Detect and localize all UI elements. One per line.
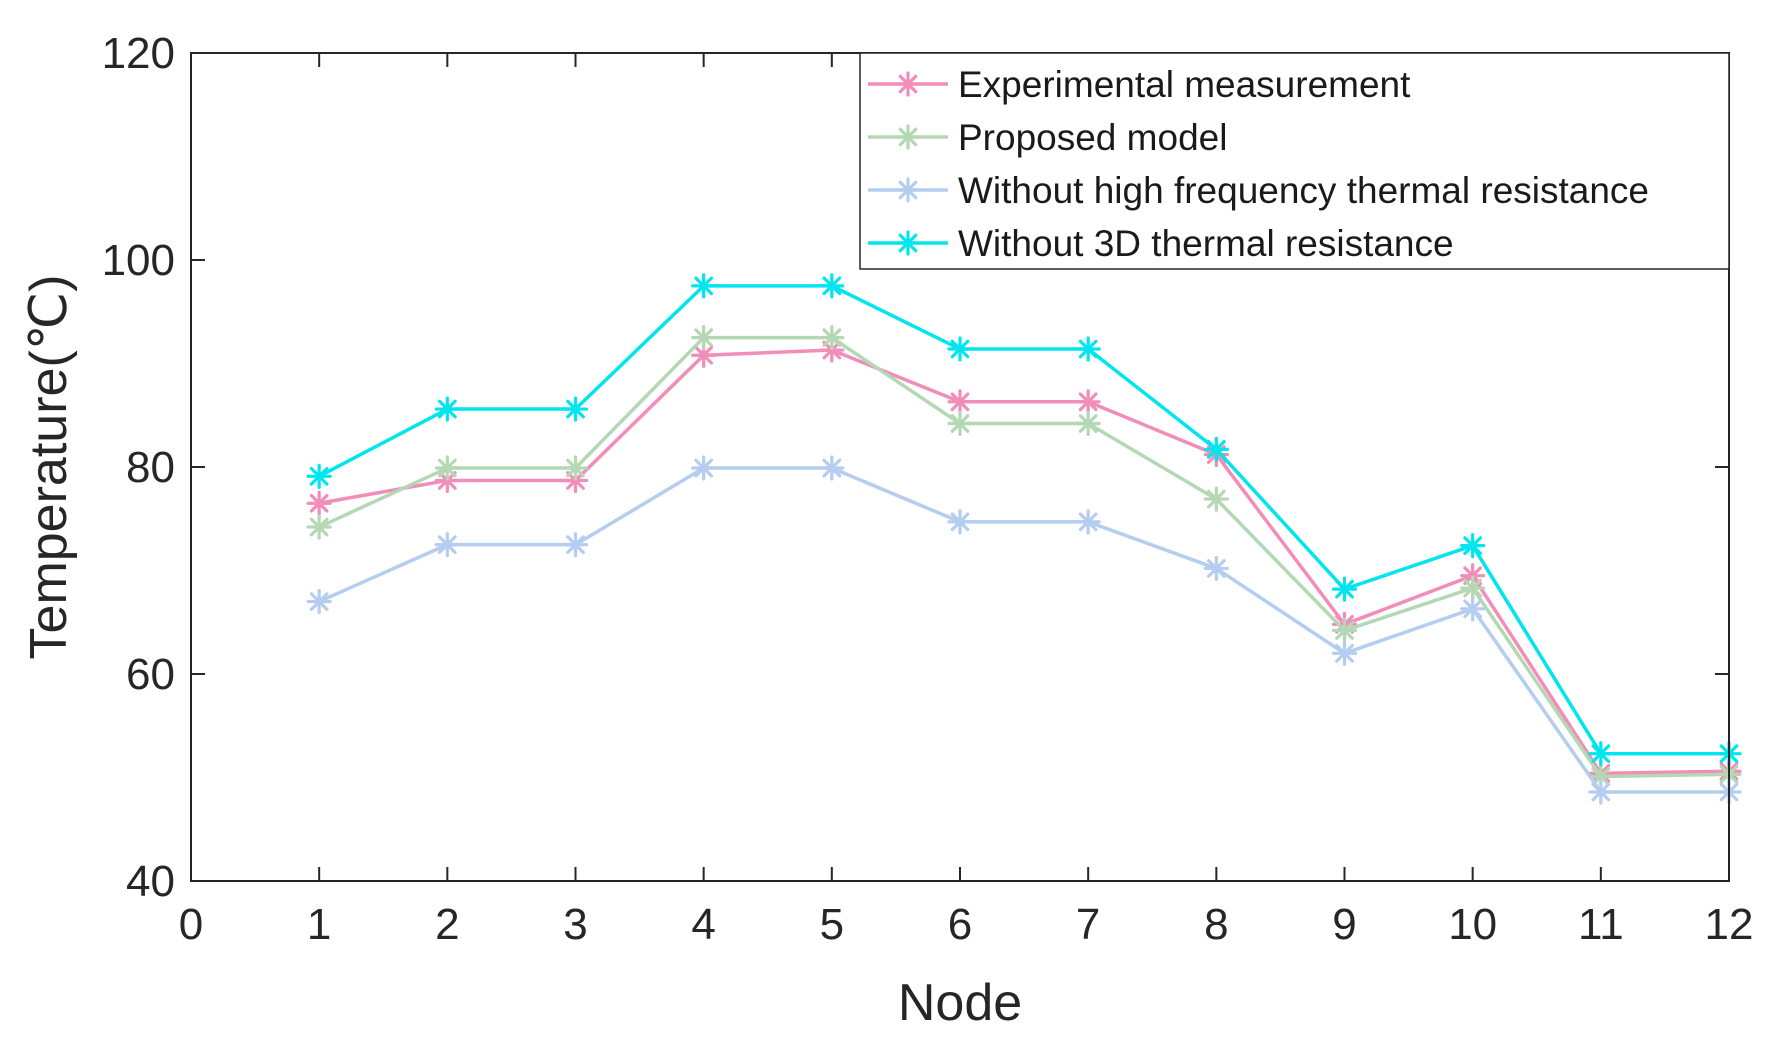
legend-box: [859, 52, 1730, 270]
data-point: [434, 396, 460, 422]
data-point: [306, 463, 332, 489]
data-point: [306, 514, 332, 540]
data-point: [947, 336, 973, 362]
legend: Experimental measurement Proposed model Wi…: [859, 52, 1730, 270]
data-point: [691, 273, 717, 299]
data-point: [819, 273, 845, 299]
legend-marker: [895, 230, 921, 256]
data-point: [1588, 779, 1614, 805]
x-tick-label: 8: [1204, 900, 1228, 949]
data-point: [947, 389, 973, 415]
legend-item: Without high frequency thermal resistanc…: [868, 170, 1649, 211]
data-point: [819, 325, 845, 351]
data-point: [562, 455, 589, 481]
legend-marker: [895, 177, 921, 203]
data-point: [1588, 741, 1614, 767]
data-point: [434, 455, 460, 481]
series-2: [306, 325, 1742, 790]
data-point: [434, 532, 460, 558]
data-point: [306, 588, 332, 615]
data-point: [1460, 533, 1486, 559]
x-tick-label: 0: [179, 900, 203, 949]
legend-marker: [895, 124, 921, 150]
series-line: [318, 348, 1730, 776]
y-tick-label: 100: [102, 236, 175, 285]
data-point: [1075, 509, 1101, 535]
series-line: [318, 335, 1730, 779]
y-tick-label: 80: [126, 443, 175, 492]
data-point: [1203, 486, 1229, 512]
data-point: [1331, 617, 1358, 644]
data-point: [1331, 640, 1358, 666]
x-tick-label: 4: [691, 900, 715, 949]
data-point: [1075, 336, 1101, 362]
data-point: [1331, 576, 1358, 602]
data-point: [1460, 596, 1486, 622]
x-tick-label: 10: [1448, 900, 1497, 949]
data-point: [947, 509, 973, 535]
x-tick-label: 2: [435, 900, 459, 949]
x-axis-title: Node: [898, 974, 1022, 1032]
legend-label: Experimental measurement: [958, 64, 1411, 105]
x-tick-label: 6: [948, 900, 972, 949]
series-4: [306, 273, 1742, 767]
series-layer: [306, 273, 1742, 805]
x-tick-label: 11: [1578, 900, 1624, 949]
data-point: [562, 532, 589, 558]
data-point: [1075, 410, 1101, 437]
data-point: [819, 455, 845, 481]
x-tick-label: 7: [1076, 900, 1100, 949]
x-tick-label: 5: [820, 900, 844, 949]
legend-label: Proposed model: [958, 117, 1227, 158]
series-line: [318, 466, 1729, 794]
data-point: [947, 410, 973, 437]
data-point: [1203, 436, 1229, 463]
data-point: [1075, 389, 1101, 415]
data-point: [306, 490, 332, 516]
y-tick-label: 40: [126, 857, 175, 906]
y-axis-title: Temperature(℃): [20, 275, 78, 660]
data-point: [1460, 575, 1486, 601]
series-line: [318, 284, 1729, 756]
x-tick-label: 1: [307, 900, 331, 949]
data-point: [691, 342, 717, 368]
legend-item: Without 3D thermal resistance: [868, 223, 1454, 264]
legend-label: Without 3D thermal resistance: [958, 223, 1454, 264]
x-tick-label: 3: [563, 900, 587, 949]
data-point: [562, 396, 589, 422]
y-tick-label: 60: [126, 650, 175, 699]
data-point: [691, 455, 717, 481]
legend-item: Experimental measurement: [868, 64, 1411, 105]
legend-label: Without high frequency thermal resistanc…: [958, 170, 1649, 211]
data-point: [1203, 555, 1229, 582]
legend-marker: [895, 71, 921, 97]
series-1: [306, 337, 1742, 786]
y-tick-label: 120: [102, 29, 175, 78]
x-tick-label: 9: [1332, 900, 1356, 949]
legend-item: Proposed model: [868, 117, 1227, 158]
x-tick-label: 12: [1705, 900, 1754, 949]
data-point: [691, 325, 717, 351]
